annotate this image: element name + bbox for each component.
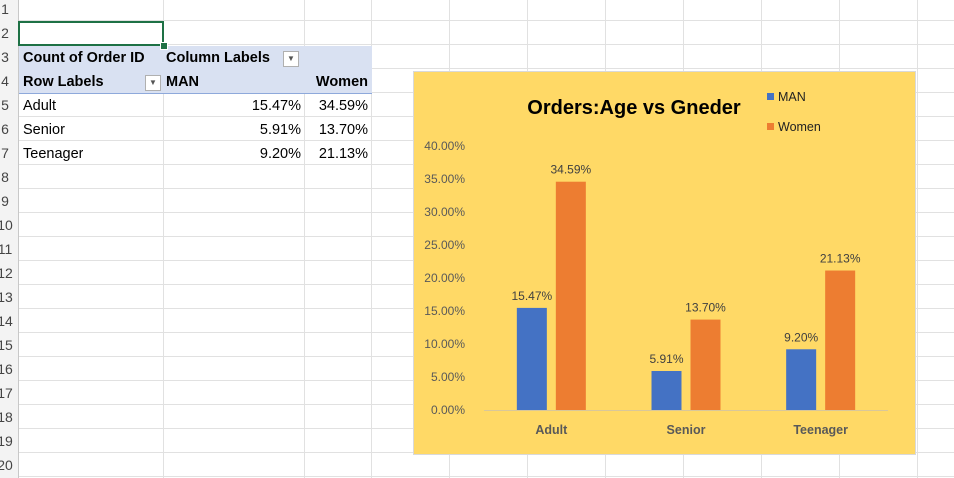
chart-area[interactable]: Orders:Age vs Gneder MAN Women 0.00% 5.00… — [413, 71, 916, 455]
row-number[interactable]: 13 — [0, 289, 13, 305]
column-labels-filter-button[interactable]: ▼ — [283, 51, 299, 67]
y-tick-label: 40.00% — [424, 139, 465, 153]
row-gridline — [0, 476, 954, 477]
data-label: 15.47% — [511, 289, 552, 303]
pivot-value-header[interactable]: Count of Order ID — [23, 50, 145, 66]
legend-label-women: Women — [778, 120, 821, 134]
row-number[interactable]: 12 — [0, 265, 13, 281]
row-gridline — [0, 44, 954, 45]
column-gridline — [304, 0, 305, 478]
row-number[interactable]: 10 — [0, 217, 13, 233]
row-number[interactable]: 5 — [1, 97, 9, 113]
x-tick-label: Teenager — [793, 423, 848, 437]
row-number[interactable]: 11 — [0, 241, 13, 257]
bar-women — [555, 181, 586, 410]
row-labels-filter-button[interactable]: ▼ — [145, 75, 161, 91]
y-tick-label: 20.00% — [424, 271, 465, 285]
row-number[interactable]: 8 — [1, 169, 9, 185]
pivot-cell-man[interactable]: 15.47% — [251, 98, 301, 114]
pivot-col-man-header[interactable]: MAN — [166, 74, 200, 90]
data-label: 5.91% — [649, 352, 683, 366]
y-tick-label: 35.00% — [424, 172, 465, 186]
pivot-col-women-header[interactable]: Women — [315, 74, 368, 90]
x-tick-label: Senior — [667, 423, 706, 437]
plot-area: 0.00% 5.00% 10.00% 15.00% 20.00% 25.00% 30.00%… — [424, 139, 888, 437]
pivot-row-labels-header[interactable]: Row Labels — [23, 74, 104, 90]
column-gridline — [371, 0, 372, 478]
row-number[interactable]: 3 — [1, 49, 9, 65]
pivot-cell-man[interactable]: 9.20% — [259, 146, 301, 162]
pivot-row-label[interactable]: Adult — [23, 98, 57, 114]
data-label: 34.59% — [550, 163, 591, 177]
row-number[interactable]: 1 — [1, 1, 9, 17]
pivot-row-label[interactable]: Senior — [23, 122, 65, 138]
bar-women — [825, 270, 856, 410]
pivot-header-band — [19, 46, 372, 93]
bar-man — [786, 349, 817, 410]
row-number[interactable]: 19 — [0, 433, 13, 449]
legend-label-man: MAN — [778, 90, 806, 104]
fill-handle[interactable] — [160, 42, 168, 50]
y-tick-label: 10.00% — [424, 337, 465, 351]
legend-swatch-women — [767, 123, 774, 130]
y-tick-label: 5.00% — [431, 370, 465, 384]
selected-cell[interactable] — [18, 21, 164, 46]
row-number[interactable]: 18 — [0, 409, 13, 425]
data-label: 13.70% — [685, 301, 726, 315]
column-gridline — [917, 0, 918, 478]
x-tick-label: Adult — [535, 423, 568, 437]
y-tick-label: 25.00% — [424, 238, 465, 252]
row-gridline — [0, 20, 954, 21]
legend-swatch-man — [767, 93, 774, 100]
row-number[interactable]: 15 — [0, 337, 13, 353]
pivot-cell-man[interactable]: 5.91% — [259, 122, 301, 138]
row-number[interactable]: 20 — [0, 457, 13, 473]
bar-women — [690, 319, 721, 410]
pivot-cell-women[interactable]: 34.59% — [318, 98, 368, 114]
y-tick-label: 15.00% — [424, 304, 465, 318]
pivot-cell-women[interactable]: 21.13% — [318, 146, 368, 162]
chart-title: Orders:Age vs Gneder — [527, 97, 741, 119]
row-number[interactable]: 17 — [0, 385, 13, 401]
pivot-row-label[interactable]: Teenager — [23, 146, 84, 162]
row-gridline — [0, 68, 954, 69]
pivot-cell-women[interactable]: 13.70% — [318, 122, 368, 138]
bar-chart: Orders:Age vs Gneder MAN Women 0.00% 5.00… — [424, 90, 888, 437]
pivot-header-separator — [19, 93, 372, 94]
y-tick-label: 0.00% — [431, 403, 465, 417]
row-number[interactable]: 14 — [0, 313, 13, 329]
column-gridline — [163, 0, 164, 478]
row-number[interactable]: 16 — [0, 361, 13, 377]
row-number[interactable]: 2 — [1, 25, 9, 41]
row-number[interactable]: 7 — [1, 145, 9, 161]
bar-man — [516, 307, 547, 410]
row-number[interactable]: 6 — [1, 121, 9, 137]
y-tick-label: 30.00% — [424, 205, 465, 219]
row-number[interactable]: 4 — [1, 73, 9, 89]
pivot-column-labels-header[interactable]: Column Labels — [166, 50, 270, 66]
row-number[interactable]: 9 — [1, 193, 9, 209]
data-label: 21.13% — [820, 252, 861, 266]
data-label: 9.20% — [784, 330, 818, 344]
row-header-column — [0, 0, 19, 478]
bar-man — [651, 370, 682, 410]
